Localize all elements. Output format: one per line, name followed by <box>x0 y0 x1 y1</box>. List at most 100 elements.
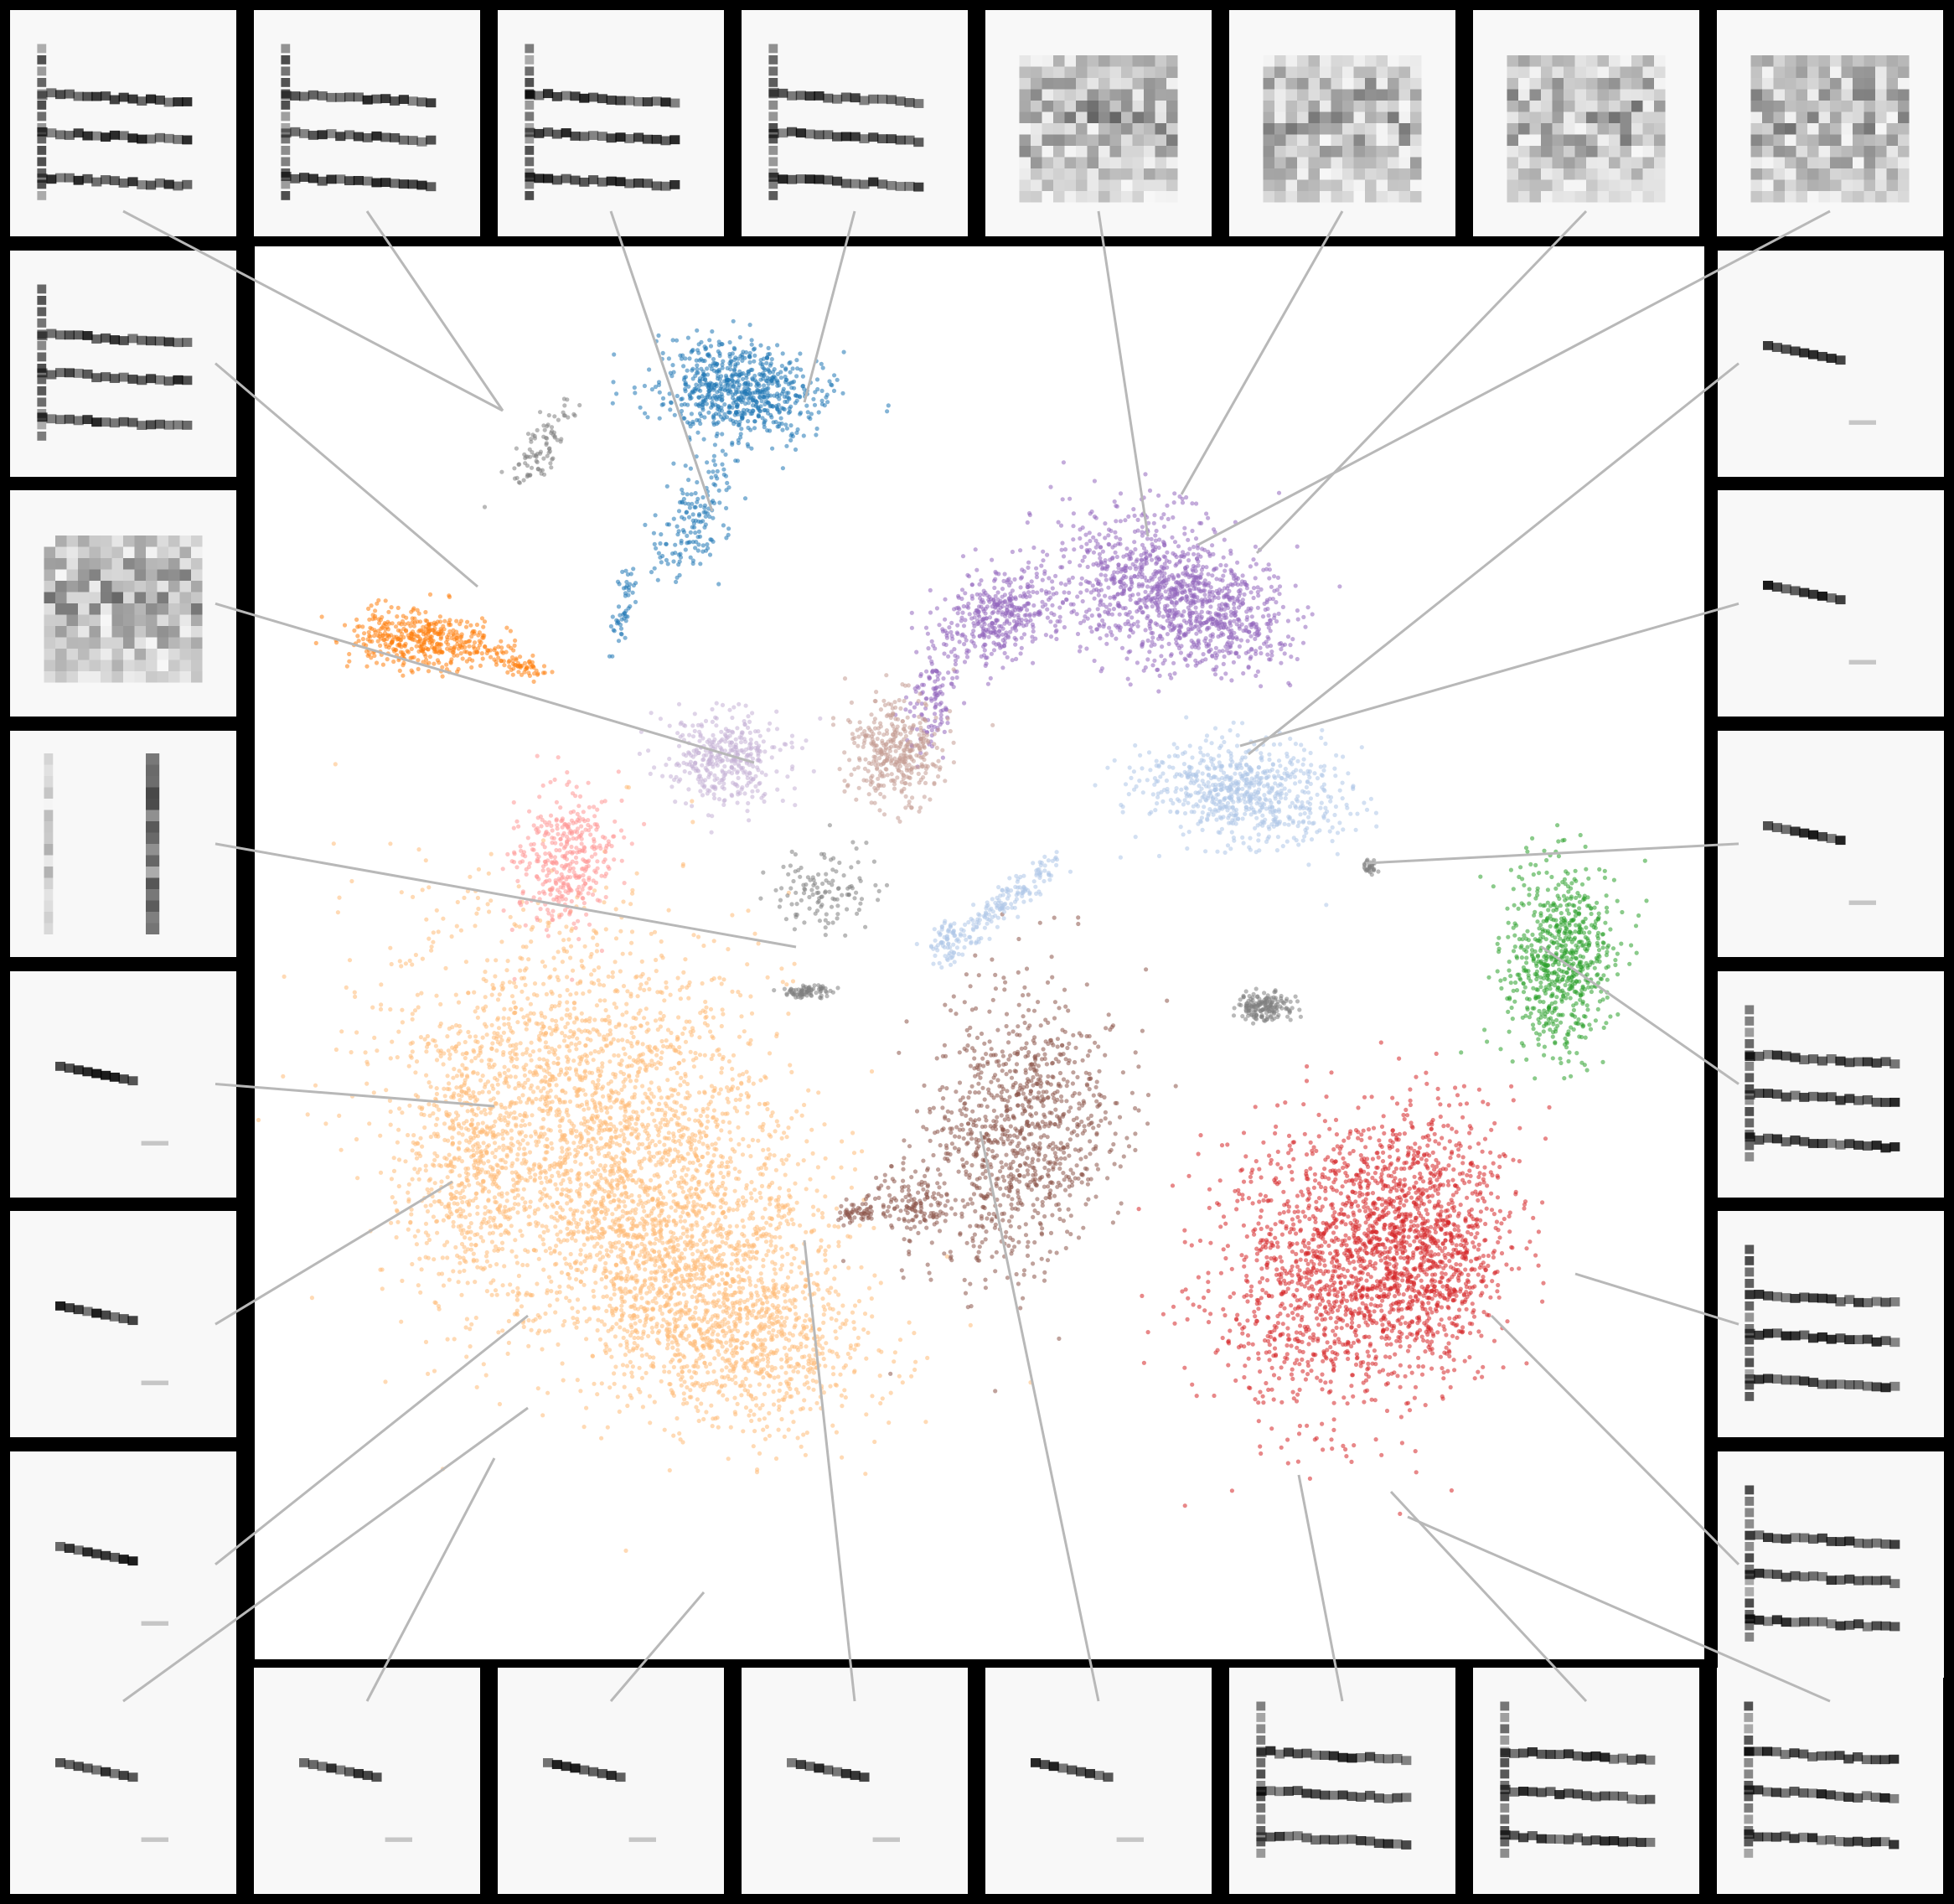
scatter-point <box>544 1103 550 1108</box>
scatter-point <box>701 1388 706 1393</box>
scatter-point <box>760 1172 765 1177</box>
scatter-point <box>474 1384 479 1389</box>
scatter-point <box>573 1238 578 1243</box>
scatter-point <box>671 1433 676 1438</box>
scatter-point <box>1310 1287 1316 1292</box>
scatter-point <box>521 1324 526 1329</box>
scatter-point <box>661 1013 666 1019</box>
scatter-point <box>808 1357 813 1362</box>
scatter-point <box>488 1264 493 1269</box>
scatter-point <box>419 1198 424 1203</box>
scatter-point <box>852 1368 857 1374</box>
scatter-point <box>497 1145 502 1150</box>
scatter-point <box>416 1177 421 1182</box>
scatter-point <box>592 1235 597 1240</box>
scatter-point <box>526 1343 531 1348</box>
scatter-point <box>834 1430 840 1435</box>
scatter-point <box>542 1187 547 1192</box>
scatter-point <box>484 1032 489 1037</box>
scatter-point <box>467 1203 472 1208</box>
scatter-point <box>700 1233 706 1238</box>
scatter-point <box>578 1058 583 1063</box>
scatter-point <box>445 1086 450 1091</box>
scatter-point <box>1341 1165 1346 1171</box>
scatter-point <box>729 1312 734 1317</box>
scatter-point <box>708 1006 714 1012</box>
scatter-point <box>718 1231 723 1237</box>
scatter-point <box>640 1042 645 1047</box>
scatter-point <box>397 959 402 964</box>
scatter-point <box>579 1134 584 1139</box>
scatter-point <box>719 1070 724 1075</box>
scatter-point <box>664 1094 670 1100</box>
scatter-point <box>662 998 667 1003</box>
scatter-point <box>824 1341 829 1346</box>
scatter-point <box>683 1039 689 1044</box>
scatter-point <box>545 920 551 925</box>
scatter-point <box>464 1138 469 1143</box>
scatter-point <box>590 1160 595 1165</box>
scatter-point <box>699 1074 704 1079</box>
scatter-point <box>1261 1400 1266 1405</box>
scatter-point <box>406 1063 411 1068</box>
scatter-point <box>564 924 569 929</box>
scatter-point <box>795 1369 801 1374</box>
scatter-point <box>539 1169 544 1174</box>
scatter-point <box>591 1288 596 1294</box>
scatter-point <box>1265 1338 1271 1343</box>
scatter-point <box>549 1289 554 1294</box>
scatter-point <box>693 1305 698 1310</box>
scatter-point <box>353 994 358 999</box>
scatter-point <box>639 1296 644 1301</box>
scatter-point <box>545 1228 551 1233</box>
scatter-point <box>870 1394 875 1399</box>
scatter-point <box>610 975 615 980</box>
scatter-point <box>551 955 556 960</box>
scatter-point <box>446 1048 451 1053</box>
scatter-point <box>464 1317 469 1322</box>
scatter-point <box>582 944 587 949</box>
scatter-point <box>690 1294 695 1300</box>
scatter-point <box>695 1223 700 1228</box>
scatter-point <box>471 1153 476 1158</box>
scatter-point <box>1257 1199 1262 1204</box>
scatter-point <box>592 888 597 893</box>
scatter-point <box>639 1201 644 1206</box>
scatter-point <box>753 1256 759 1261</box>
scatter-point <box>782 1130 787 1136</box>
scatter-point <box>1190 1382 1195 1387</box>
scatter-point <box>546 1328 551 1333</box>
scatter-point <box>638 1023 644 1028</box>
scatter-point <box>699 1401 704 1406</box>
scatter-point <box>543 1329 548 1334</box>
scatter-point <box>768 1315 773 1320</box>
scatter-point <box>437 1024 442 1029</box>
scatter-point <box>473 1099 478 1104</box>
scatter-point <box>601 983 607 988</box>
scatter-point <box>535 900 540 906</box>
scatter-point <box>728 1343 733 1348</box>
scatter-point <box>682 1218 687 1224</box>
scatter-point <box>349 878 354 884</box>
scatter-point <box>414 1242 419 1247</box>
scatter-point <box>740 1232 745 1237</box>
scatter-point <box>626 1102 631 1107</box>
scatter-point <box>506 1318 511 1324</box>
scatter-point <box>682 1026 687 1031</box>
scatter-point <box>773 1198 778 1203</box>
scatter-point <box>712 1356 717 1361</box>
scatter-point <box>765 1363 770 1368</box>
scatter-point <box>577 1140 582 1145</box>
scatter-point <box>540 1413 545 1418</box>
scatter-point <box>814 1343 819 1348</box>
scatter-point <box>548 1128 553 1133</box>
scatter-point <box>1274 1267 1279 1272</box>
scatter-point <box>514 1057 520 1062</box>
scatter-point <box>509 1136 514 1141</box>
scatter-point <box>573 1068 579 1074</box>
scatter-point <box>500 1246 505 1251</box>
scatter-point <box>783 1282 788 1287</box>
scatter-point <box>473 1280 478 1285</box>
scatter-point <box>799 1330 804 1335</box>
scatter-point <box>619 1317 624 1322</box>
